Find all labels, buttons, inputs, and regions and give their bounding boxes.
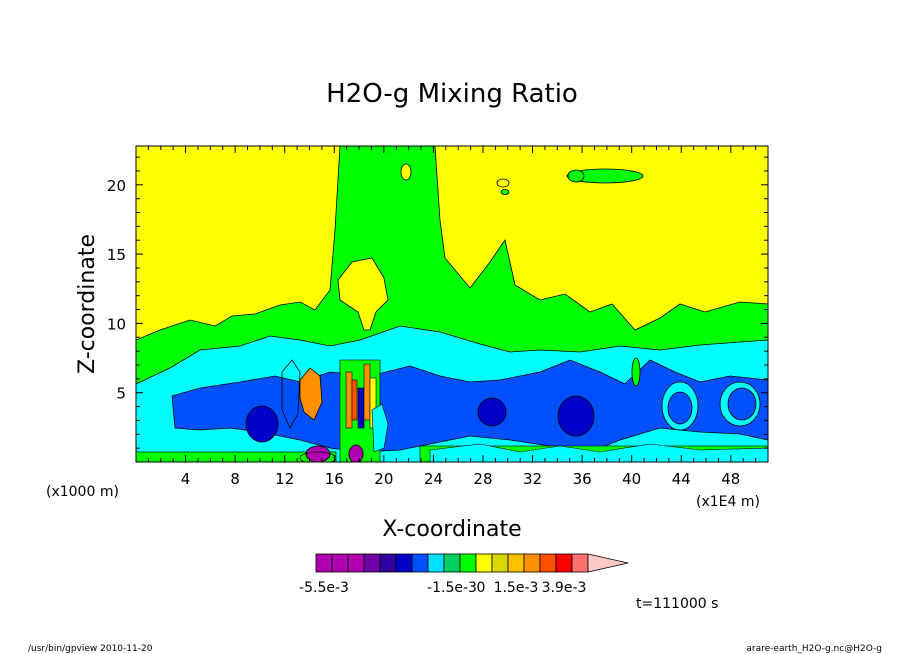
colorbar-segment: [443, 553, 461, 573]
region-deep-blue-core-2: [477, 397, 507, 427]
x-tick-label: 8: [230, 470, 240, 488]
region-green-island: [566, 168, 644, 184]
y-tick-label: 10: [107, 315, 126, 333]
footer-right: arare-earth_H2O-g.nc@H2O-g: [746, 644, 882, 654]
colorbar-segment: [459, 553, 477, 573]
axis-ticks: [136, 146, 768, 462]
region-yellow-island-2: [496, 178, 510, 188]
colorbar-segment: [379, 553, 397, 573]
region-bottom-cyan: [429, 443, 768, 462]
colorbar-label: 3.9e-3: [542, 580, 587, 596]
region-column-orange-2: [363, 363, 371, 421]
x-unit-left: (x1000 m): [46, 484, 119, 500]
region-blue-island-2: [667, 391, 693, 425]
y-axis-label: Z-coordinate: [75, 234, 100, 374]
footer-left: /usr/bin/gpview 2010-11-20: [28, 644, 153, 654]
colorbar-segment: [315, 553, 333, 573]
colorbar-segment: [555, 553, 573, 573]
x-tick-label: 44: [672, 470, 691, 488]
x-tick-label: 16: [325, 470, 344, 488]
colorbar-segment: [395, 553, 413, 573]
region-column-cyan: [371, 403, 389, 453]
region-green-island-2: [567, 169, 585, 183]
chart-title: H2O-g Mixing Ratio: [326, 79, 578, 109]
colorbar: -5.5e-3 -1.5e-3 0 1.5e-3 3.9e-3: [299, 553, 629, 596]
contour-field: [136, 146, 768, 462]
region-yellow-island: [400, 163, 412, 181]
x-axis-label: X-coordinate: [382, 517, 521, 542]
colorbar-segment: [571, 553, 589, 573]
colorbar-label: 1.5e-3: [494, 580, 539, 596]
x-tick-label: 24: [424, 470, 443, 488]
x-tick-label: 32: [523, 470, 542, 488]
colorbar-label: -5.5e-3: [299, 580, 349, 596]
x-tick-label: 12: [275, 470, 294, 488]
colorbar-segment: [539, 553, 557, 573]
colorbar-segment: [331, 553, 349, 573]
colorbar-segment: [411, 553, 429, 573]
y-tick-label: 5: [116, 385, 126, 403]
region-green-island-3: [500, 189, 510, 195]
colorbar-segment: [363, 553, 381, 573]
x-tick-label: 28: [473, 470, 492, 488]
x-tick-label: 40: [622, 470, 641, 488]
x-tick-label: 4: [181, 470, 191, 488]
colorbar-segment: [475, 553, 493, 573]
region-green-island-4: [631, 357, 641, 387]
region-deep-blue-core-3: [557, 395, 595, 437]
region-yellow-rim: [281, 359, 301, 429]
y-tick-label: 20: [107, 177, 126, 195]
region-deep-blue-core: [245, 405, 279, 443]
colorbar-label: -1.5e-3: [427, 580, 477, 596]
region-yellow-plume: [337, 257, 389, 331]
colorbar-label: 0: [477, 580, 486, 596]
region-column-orange: [345, 371, 353, 429]
plot-frame: [135, 145, 769, 463]
time-annotation: t=111000 s: [636, 596, 718, 612]
colorbar-segment: [491, 553, 509, 573]
x-tick-label: 20: [374, 470, 393, 488]
colorbar-segment: [427, 553, 445, 573]
region-purple-anomaly-2: [348, 444, 364, 462]
x-tick-label: 48: [721, 470, 740, 488]
y-tick-label: 15: [107, 246, 126, 264]
colorbar-segment: [347, 553, 365, 573]
region-purple-anomaly: [305, 445, 331, 462]
region-column-red: [351, 379, 358, 421]
region-blue-island: [727, 387, 757, 421]
x-unit-right: (x1E4 m): [696, 494, 760, 510]
region-violet-rim: [299, 451, 337, 462]
x-tick-label: 36: [573, 470, 592, 488]
region-orange-anomaly: [299, 367, 323, 421]
colorbar-segment: [523, 553, 541, 573]
colorbar-extension: [587, 553, 629, 573]
colorbar-segment: [507, 553, 525, 573]
region-column-blue: [357, 387, 365, 429]
